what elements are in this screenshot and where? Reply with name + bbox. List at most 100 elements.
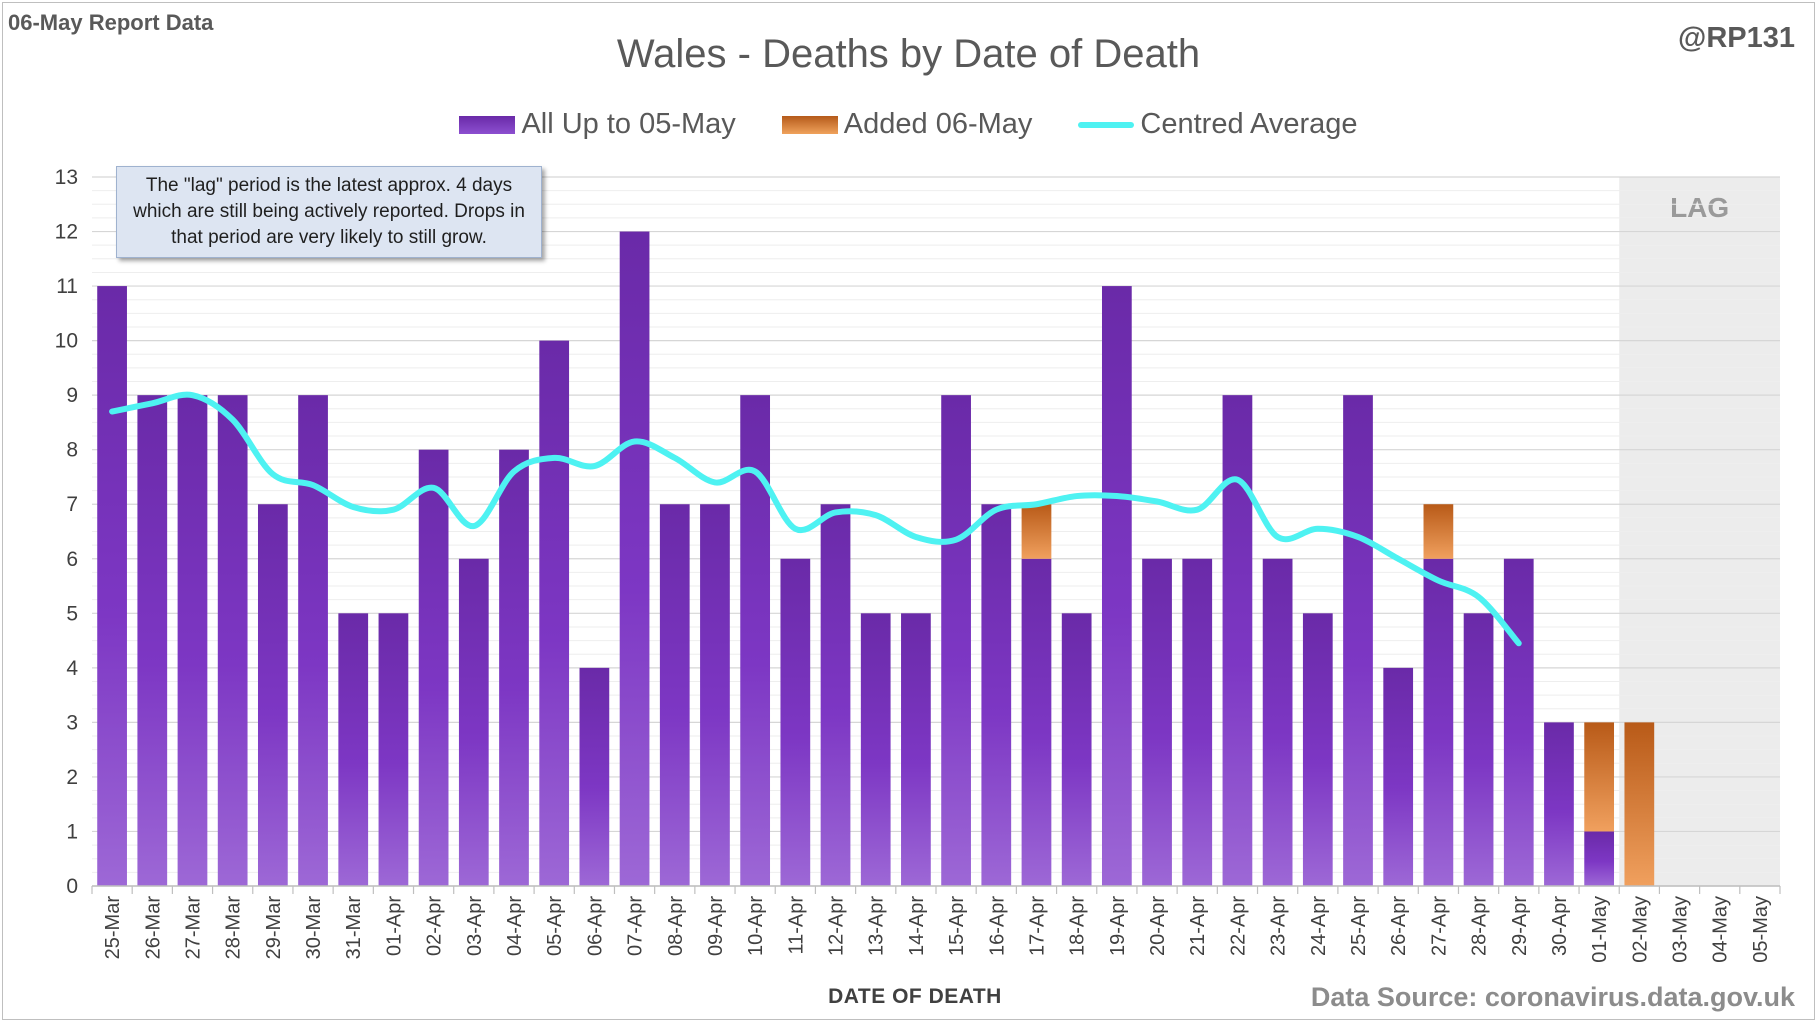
x-tick-label: 30-Mar [303,896,325,960]
y-tick-label: 4 [66,657,78,680]
bar-all-05-Apr [539,340,570,887]
bar-added-17-Apr [1021,504,1052,559]
x-tick-label: 11-Apr [785,896,807,955]
bar-all-17-Apr [1021,558,1052,886]
author-handle: @RP131 [1678,22,1795,54]
legend-item-all: All Up to 05-May [459,108,736,141]
bar-all-30-Apr [1544,722,1574,886]
bar-all-26-Mar [137,395,168,886]
bar-all-22-Apr [1222,395,1253,886]
bar-added-02-May [1624,722,1655,886]
x-tick-label: 19-Apr [1107,896,1129,956]
x-tick-label: 21-Apr [1187,896,1209,956]
bar-all-03-Apr [458,558,489,886]
y-tick-label: 6 [66,548,78,571]
x-tick-label: 01-May [1589,896,1611,963]
bar-all-29-Apr [1503,558,1534,886]
legend-label-average: Centred Average [1140,108,1358,140]
bar-all-12-Apr [820,504,851,886]
bar-all-15-Apr [941,395,971,886]
bar-all-26-Apr [1383,667,1414,886]
y-tick-label: 11 [56,275,78,298]
x-tick-label: 25-Apr [1348,896,1370,956]
bar-all-21-Apr [1182,558,1213,886]
bar-all-01-Apr [378,613,409,886]
bar-all-25-Apr [1343,395,1373,886]
legend-swatch-orange [781,115,838,134]
x-tick-label: 04-May [1710,896,1732,963]
x-tick-label: 28-Apr [1469,896,1491,956]
x-tick-label: 29-Apr [1509,896,1531,956]
y-tick-label: 12 [55,221,78,244]
bar-all-31-Mar [338,613,369,886]
x-tick-label: 13-Apr [866,896,888,956]
x-tick-label: 02-May [1629,896,1651,963]
x-tick-label: 14-Apr [906,896,928,956]
x-tick-label: 26-Mar [142,896,164,960]
bar-all-11-Apr [780,558,811,886]
x-tick-label: 03-May [1670,896,1692,963]
y-tick-label: 5 [66,602,78,625]
x-tick-label: 30-Apr [1549,896,1571,956]
y-tick-label: 3 [66,711,78,734]
bar-all-27-Mar [177,395,208,886]
x-tick-label: 25-Mar [102,896,124,960]
x-tick-label: 06-Apr [584,896,606,956]
bar-all-07-Apr [619,231,650,887]
x-tick-label: 17-Apr [1026,896,1048,956]
x-tick-label: 12-Apr [826,896,848,956]
bar-all-01-May [1584,831,1615,886]
x-tick-label: 04-Apr [504,896,526,956]
x-tick-label: 27-Apr [1428,896,1450,956]
bar-all-25-Mar [97,286,127,887]
x-tick-label: 05-May [1750,896,1772,963]
x-tick-label: 31-Mar [343,896,365,960]
x-tick-label: 24-Apr [1308,896,1330,956]
chart-legend: All Up to 05-May Added 06-May Centred Av… [0,108,1817,141]
x-tick-label: 28-Mar [223,896,245,960]
y-tick-label: 9 [66,384,78,407]
bar-all-20-Apr [1142,558,1172,886]
legend-item-average: Centred Average [1078,108,1358,141]
bar-all-19-Apr [1101,286,1132,887]
y-tick-label: 2 [66,766,78,789]
bar-all-18-Apr [1061,613,1092,886]
x-tick-label: 03-Apr [464,896,486,956]
x-axis-title: DATE OF DEATH [828,985,1002,1008]
x-tick-label: 23-Apr [1268,896,1290,956]
bar-all-27-Apr [1423,558,1454,886]
bar-all-04-Apr [499,449,529,886]
bar-all-28-Mar [217,395,248,886]
bar-all-28-Apr [1463,613,1494,886]
report-date-label: 06-May Report Data [8,10,214,35]
chart-title: Wales - Deaths by Date of Death [616,32,1201,76]
bar-all-24-Apr [1302,613,1333,886]
bar-all-09-Apr [700,504,730,886]
data-source: Data Source: coronavirus.data.gov.uk [1310,982,1795,1012]
lag-annotation: The "lag" period is the latest approx. 4… [116,166,542,258]
x-tick-label: 02-Apr [424,896,446,956]
x-tick-label: 10-Apr [745,896,767,956]
bar-all-08-Apr [659,504,690,886]
y-tick-label: 13 [55,166,78,189]
centred-average-line [109,391,1522,647]
bar-all-23-Apr [1262,558,1293,886]
legend-item-added: Added 06-May [781,108,1033,141]
legend-label-added: Added 06-May [843,108,1033,140]
x-tick-label: 01-Apr [383,896,405,956]
x-tick-label: 09-Apr [705,896,727,956]
y-tick-label: 7 [66,493,78,516]
bar-all-13-Apr [860,613,891,886]
y-tick-label: 0 [66,875,78,898]
x-tick-label: 07-Apr [625,896,647,956]
x-tick-label: 26-Apr [1388,896,1410,956]
x-tick-label: 27-Mar [182,896,204,960]
x-tick-label: 08-Apr [665,896,687,956]
x-tick-label: 05-Apr [544,896,566,956]
bar-all-29-Mar [257,504,288,886]
bar-all-10-Apr [740,395,771,886]
x-tick-label: 18-Apr [1067,896,1089,956]
bar-all-30-Mar [298,395,328,886]
y-tick-label: 10 [55,330,78,353]
